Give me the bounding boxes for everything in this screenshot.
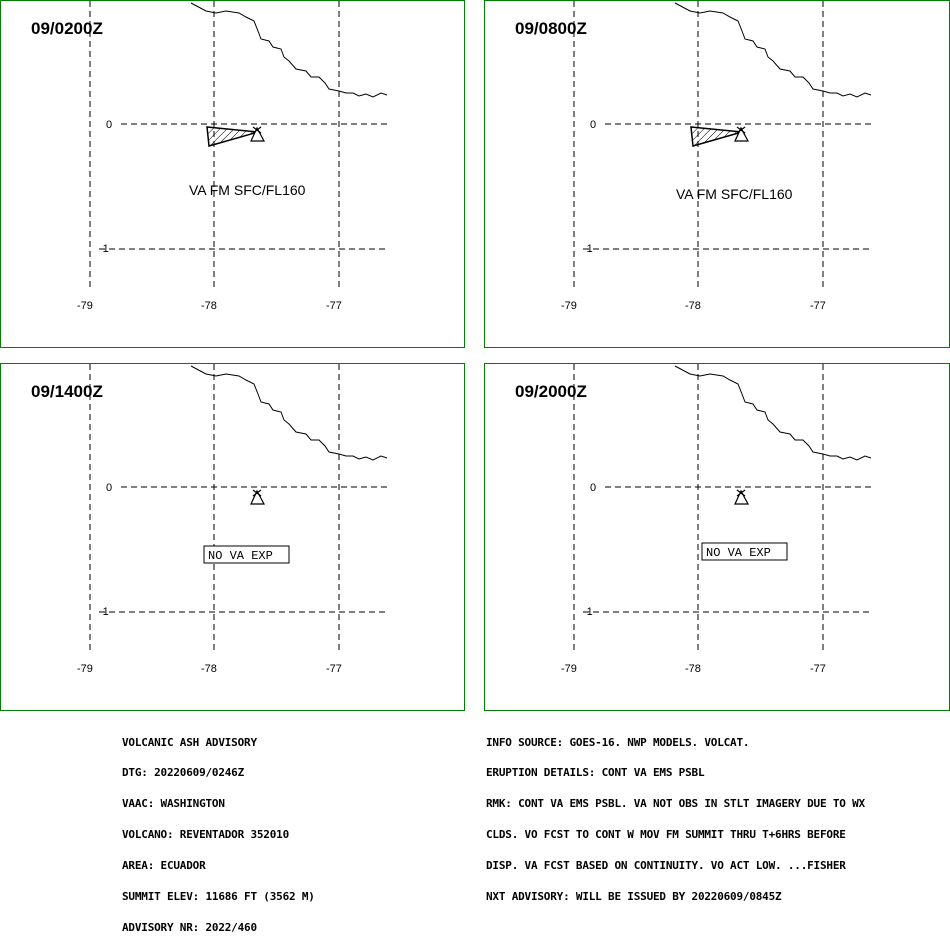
map-panel-0800z: 09/0800Z VA FM SFC/FL160 0 -1 -79 -78 -7… xyxy=(484,0,950,348)
map-panel-2000z: 09/2000Z NO VA EXP 0 -1 -79 -78 -77 xyxy=(484,363,950,711)
lon-label-77: -77 xyxy=(326,300,342,312)
va-text: VA FM SFC/FL160 xyxy=(189,182,306,198)
no-va-box xyxy=(701,542,788,561)
no-va-box xyxy=(203,545,290,564)
info-line: ADVISORY NR: 2022/460 xyxy=(122,920,257,934)
va-text: VA FM SFC/FL160 xyxy=(676,186,793,202)
map-panel-0200z: 09/0200Z VA FM SFC/FL160 0 -1 -79 -78 -7… xyxy=(0,0,465,348)
lon-label-79: -79 xyxy=(77,300,93,312)
map-panel-1400z: 09/1400Z NO VA EXP 0 -1 -79 -78 -77 xyxy=(0,363,465,711)
lon-label-78: -78 xyxy=(201,663,217,675)
info-line: VOLCANIC ASH ADVISORY xyxy=(122,735,257,749)
volcano-icon xyxy=(250,489,266,505)
forecast-time-label: 09/1400Z xyxy=(31,382,103,401)
grid-lines xyxy=(89,364,389,654)
lat-label-0: 0 xyxy=(590,482,596,494)
lat-label-0: 0 xyxy=(106,119,112,131)
coastline xyxy=(190,365,388,461)
forecast-time-label: 09/2000Z xyxy=(515,382,587,401)
lon-label-78: -78 xyxy=(685,300,701,312)
lat-label-0: 0 xyxy=(590,119,596,131)
map-canvas: NO VA EXP 0 -1 -79 -78 -77 xyxy=(77,364,389,675)
coastline xyxy=(674,2,872,98)
no-va-text: NO VA EXP xyxy=(706,546,771,560)
info-line: INFO SOURCE: GOES-16. NWP MODELS. VOLCAT… xyxy=(486,735,750,749)
map-canvas: VA FM SFC/FL160 0 -1 -79 -78 -77 xyxy=(77,1,389,312)
lat-label-1: -1 xyxy=(583,606,593,618)
lon-label-78: -78 xyxy=(201,300,217,312)
lon-label-78: -78 xyxy=(685,663,701,675)
forecast-time-label: 09/0800Z xyxy=(515,19,587,38)
info-line: DTG: 20220609/0246Z xyxy=(122,766,245,780)
grid-lines xyxy=(89,1,389,291)
lon-label-79: -79 xyxy=(561,300,577,312)
ash-polygon xyxy=(206,126,259,147)
volcano-icon xyxy=(734,126,750,142)
grid-lines xyxy=(573,364,873,654)
info-line: CLDS. VO FCST TO CONT W MOV FM SUMMIT TH… xyxy=(486,828,846,842)
ash-polygon xyxy=(690,126,743,147)
volcano-icon xyxy=(250,126,266,142)
lon-label-79: -79 xyxy=(561,663,577,675)
info-line: VOLCANO: REVENTADOR 352010 xyxy=(122,828,289,842)
info-line: VAAC: WASHINGTON xyxy=(122,797,225,811)
advisory-details-block: INFO SOURCE: GOES-16. NWP MODELS. VOLCAT… xyxy=(486,717,865,913)
forecast-time-label: 09/0200Z xyxy=(31,19,103,38)
map-canvas: VA FM SFC/FL160 0 -1 -79 -78 -77 xyxy=(561,1,873,312)
lon-label-77: -77 xyxy=(810,663,826,675)
lat-label-0: 0 xyxy=(106,482,112,494)
lon-label-77: -77 xyxy=(326,663,342,675)
lon-label-77: -77 xyxy=(810,300,826,312)
coastline xyxy=(674,365,872,461)
info-line: NXT ADVISORY: WILL BE ISSUED BY 20220609… xyxy=(486,890,782,904)
map-canvas: NO VA EXP 0 -1 -79 -78 -77 xyxy=(561,364,873,675)
advisory-header-block: VOLCANIC ASH ADVISORY DTG: 20220609/0246… xyxy=(122,717,315,944)
info-line: RMK: CONT VA EMS PSBL. VA NOT OBS IN STL… xyxy=(486,797,865,811)
info-line: ERUPTION DETAILS: CONT VA EMS PSBL xyxy=(486,766,705,780)
lat-label-1: -1 xyxy=(583,243,593,255)
info-line: AREA: ECUADOR xyxy=(122,859,206,873)
info-line: SUMMIT ELEV: 11686 FT (3562 M) xyxy=(122,890,315,904)
lat-label-1: -1 xyxy=(99,606,109,618)
lat-label-1: -1 xyxy=(99,243,109,255)
no-va-text: NO VA EXP xyxy=(208,549,273,563)
grid-lines xyxy=(573,1,873,291)
coastline xyxy=(190,2,388,98)
info-line: DISP. VA FCST BASED ON CONTINUITY. VO AC… xyxy=(486,859,846,873)
lon-label-79: -79 xyxy=(77,663,93,675)
volcano-icon xyxy=(734,489,750,505)
